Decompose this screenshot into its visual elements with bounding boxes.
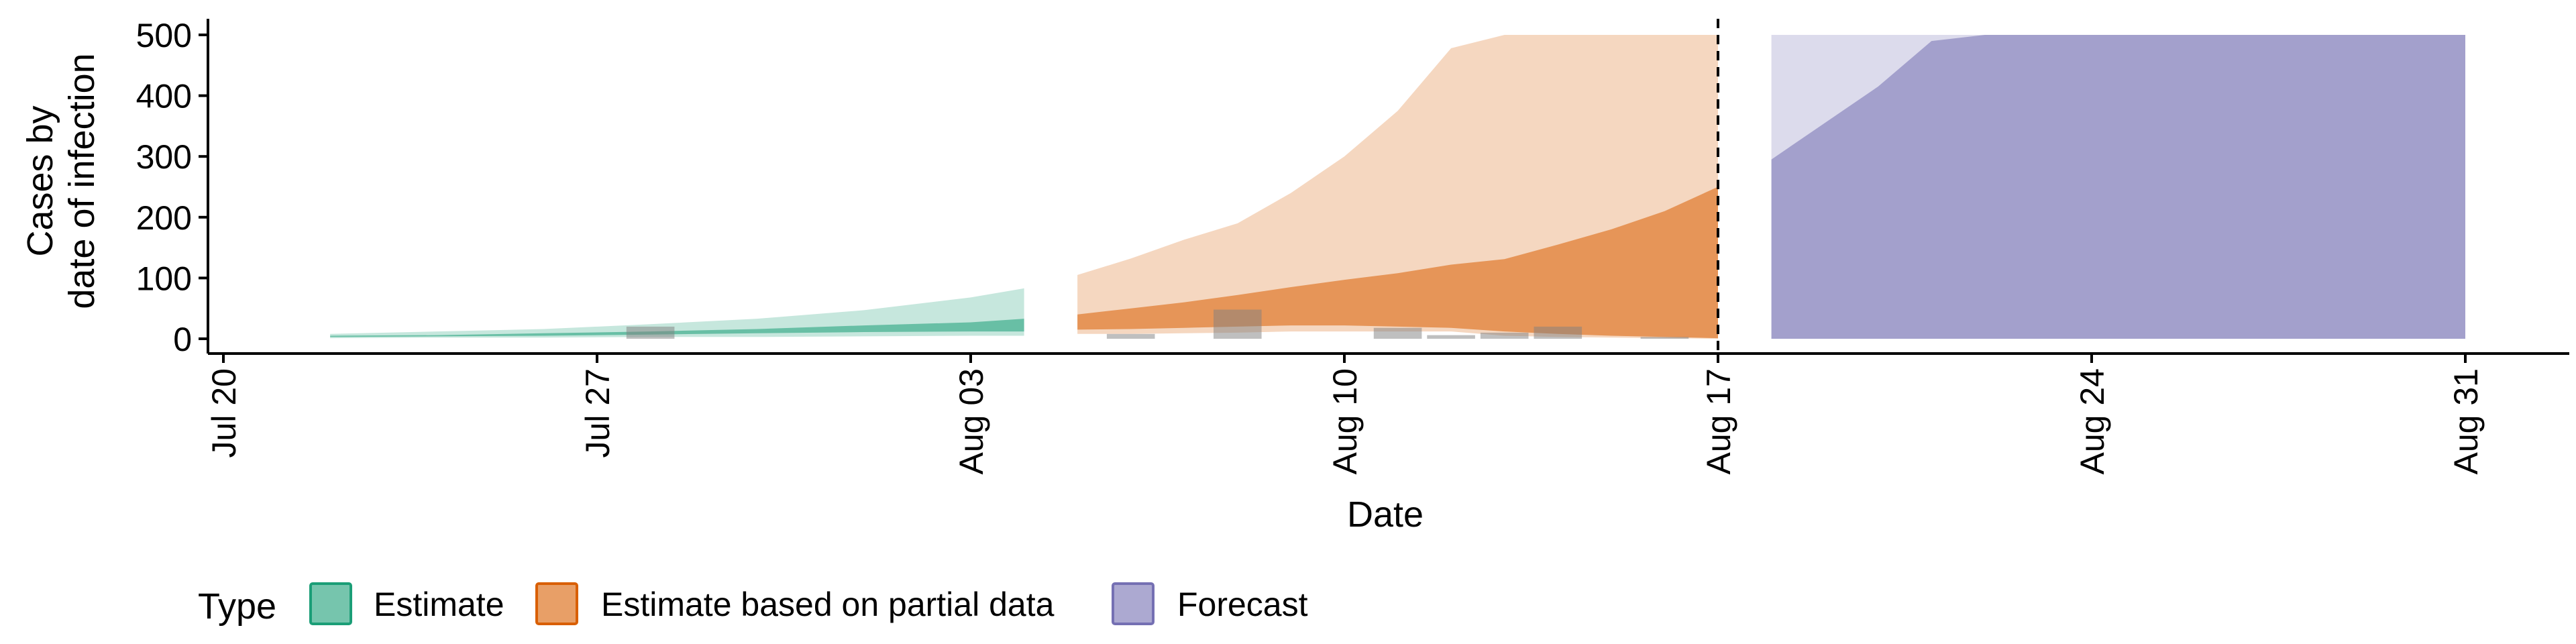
y-axis-title-line1: Cases by bbox=[20, 105, 60, 256]
x-tick-label: Aug 17 bbox=[1700, 368, 1737, 474]
y-tick-label: 400 bbox=[136, 78, 192, 115]
axes: 0 100 200 300 400 500 Jul 20 Jul 27 Aug 03 Aug 10… bbox=[136, 17, 2569, 474]
x-tick-label: Aug 24 bbox=[2074, 368, 2111, 474]
legend-item-forecast: Forecast bbox=[1112, 582, 1308, 625]
legend-label-estimate: Estimate bbox=[374, 586, 504, 623]
legend-title: Type bbox=[198, 586, 276, 627]
x-axis-title: Date bbox=[1347, 494, 1424, 535]
plot-area bbox=[330, 19, 2465, 354]
x-tick-label: Aug 31 bbox=[2447, 368, 2485, 474]
reported-cases-bar bbox=[1214, 309, 1262, 339]
x-tick-label: Aug 10 bbox=[1326, 368, 1364, 474]
reported-cases-bar bbox=[1106, 333, 1155, 339]
y-axis-title-line2: date of infection bbox=[62, 53, 102, 309]
reported-cases-bar bbox=[626, 326, 675, 339]
legend-label-partial: Estimate based on partial data bbox=[601, 586, 1055, 623]
y-tick-label: 0 bbox=[173, 321, 192, 358]
y-tick-label: 300 bbox=[136, 138, 192, 176]
x-tick-label: Aug 03 bbox=[953, 368, 990, 474]
legend-key-estimate bbox=[309, 582, 352, 625]
x-tick-label: Jul 27 bbox=[579, 368, 616, 458]
reported-cases-bar bbox=[1534, 326, 1582, 339]
y-tick-label: 500 bbox=[136, 17, 192, 54]
x-tick-label: Jul 20 bbox=[205, 368, 243, 458]
y-tick-label: 200 bbox=[136, 199, 192, 237]
estimate-outer-ribbon bbox=[330, 288, 1024, 339]
reported-cases-bar bbox=[1480, 332, 1529, 339]
estimate-based-on-partial-data-inner-ribbon bbox=[1077, 186, 1718, 339]
y-tick-label: 100 bbox=[136, 260, 192, 297]
legend-key-forecast bbox=[1112, 582, 1155, 625]
reported-cases-bar bbox=[1427, 335, 1475, 339]
legend-label-forecast: Forecast bbox=[1177, 586, 1308, 623]
legend-item-partial: Estimate based on partial data bbox=[535, 582, 1055, 625]
legend-item-estimate: Estimate bbox=[309, 582, 504, 625]
legend: Type Estimate Estimate based on partial … bbox=[198, 582, 1308, 627]
estimate-inner-ribbon bbox=[330, 319, 1024, 337]
reported-cases-bar bbox=[1640, 337, 1689, 339]
forecast-inner-ribbon bbox=[1771, 35, 2465, 339]
legend-key-partial bbox=[535, 582, 578, 625]
reported-cases-bar bbox=[1373, 327, 1422, 339]
